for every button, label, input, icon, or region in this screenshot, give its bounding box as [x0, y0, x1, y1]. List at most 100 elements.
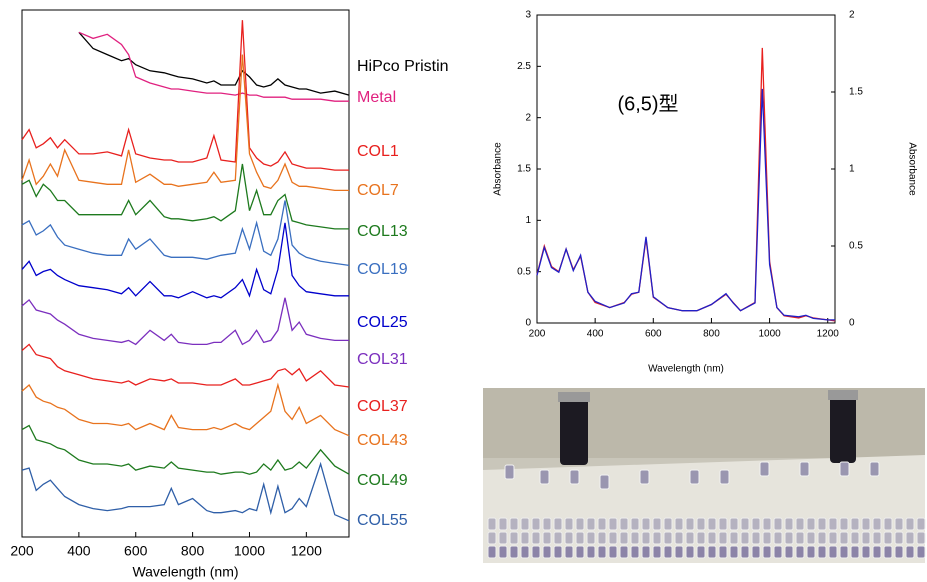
series-label: COL19 — [357, 261, 408, 278]
photo — [483, 388, 926, 563]
x-tick-label: 600 — [124, 543, 148, 559]
photo-vial — [674, 531, 684, 545]
photo-vial — [663, 517, 673, 531]
photo-vial — [729, 531, 739, 545]
photo-vial — [641, 545, 651, 559]
photo-vial — [806, 517, 816, 531]
photo-vial — [509, 545, 519, 559]
x-tick-label: 1200 — [817, 329, 840, 340]
photo-vial — [740, 517, 750, 531]
photo-bottle-cap — [558, 392, 590, 402]
photo-vial — [685, 545, 695, 559]
photo-vial — [520, 517, 530, 531]
y-tick-label: 1 — [525, 215, 531, 226]
photo-vial — [828, 545, 838, 559]
photo-vial — [762, 545, 772, 559]
photo-vial — [586, 545, 596, 559]
x-tick-label: 800 — [181, 543, 205, 559]
photo-vial — [839, 545, 849, 559]
photo-vial — [718, 517, 728, 531]
photo-vial — [689, 469, 700, 485]
photo-vial — [652, 517, 662, 531]
series-line — [21, 163, 349, 230]
series-label: COL55 — [357, 512, 408, 529]
photo-vial — [498, 531, 508, 545]
photo-vial — [575, 517, 585, 531]
photo-vial — [586, 517, 596, 531]
plot-frame — [536, 14, 836, 324]
photo-vial — [806, 531, 816, 545]
x-tick-label: 200 — [529, 329, 546, 340]
photo-vial — [564, 545, 574, 559]
photo-vial — [751, 545, 761, 559]
series-line — [21, 382, 350, 437]
photo-vial — [839, 531, 849, 545]
photo-vial — [575, 545, 585, 559]
photo-vial — [872, 517, 882, 531]
photo-vial — [509, 531, 519, 545]
photo-vial — [619, 531, 629, 545]
series-label: COL25 — [357, 314, 408, 331]
photo-vial — [719, 469, 730, 485]
photo-vial — [599, 474, 610, 490]
photo-vial — [504, 464, 515, 480]
photo-vial — [850, 517, 860, 531]
photo-vial — [487, 517, 497, 531]
photo-vial — [641, 531, 651, 545]
y-tick-label: 1.5 — [517, 164, 531, 175]
photo-vial — [850, 545, 860, 559]
photo-vial — [916, 545, 926, 559]
photo-vial — [663, 531, 673, 545]
photo-vial — [894, 545, 904, 559]
series-label: COL13 — [357, 223, 408, 240]
photo-vial — [828, 517, 838, 531]
photo-vial — [630, 545, 640, 559]
series-line — [21, 461, 350, 522]
photo-vial — [869, 461, 880, 477]
series-label: COL1 — [357, 143, 399, 160]
photo-vial — [685, 517, 695, 531]
photo-vial — [806, 545, 816, 559]
photo-vial — [509, 517, 519, 531]
photo-vial — [696, 545, 706, 559]
photo-vial — [539, 469, 550, 485]
photo-vial — [630, 531, 640, 545]
photo-vial — [773, 517, 783, 531]
photo-vial — [663, 545, 673, 559]
photo-vial — [569, 469, 580, 485]
photo-vial — [718, 531, 728, 545]
series-label: COL43 — [357, 432, 408, 449]
photo-vial — [597, 531, 607, 545]
photo-vial — [707, 531, 717, 545]
photo-vial — [773, 545, 783, 559]
photo-vial — [905, 517, 915, 531]
photo-vial — [487, 531, 497, 545]
y-tick-label: 0 — [525, 318, 531, 329]
photo-vial — [597, 545, 607, 559]
x-tick-label: 1200 — [291, 543, 322, 559]
photo-vial — [751, 531, 761, 545]
series-line — [78, 31, 350, 96]
photo-vial — [883, 517, 893, 531]
photo-vial — [619, 545, 629, 559]
x-tick-label: 600 — [645, 329, 662, 340]
photo-vial — [861, 517, 871, 531]
photo-vial — [817, 531, 827, 545]
x-tick-label: 1000 — [234, 543, 265, 559]
series-line — [21, 20, 349, 171]
series-label: COL49 — [357, 472, 408, 489]
photo-vial — [531, 517, 541, 531]
series-line — [21, 222, 349, 299]
series-line — [536, 47, 836, 322]
photo-wall — [483, 388, 925, 458]
photo-vial — [795, 517, 805, 531]
series-label: COL7 — [357, 182, 399, 199]
photo-vial — [564, 531, 574, 545]
photo-vial — [762, 517, 772, 531]
x-tick-label: 800 — [703, 329, 720, 340]
series-line — [21, 200, 350, 267]
photo-vial — [542, 545, 552, 559]
photo-vial — [630, 517, 640, 531]
photo-bottle — [830, 393, 856, 463]
